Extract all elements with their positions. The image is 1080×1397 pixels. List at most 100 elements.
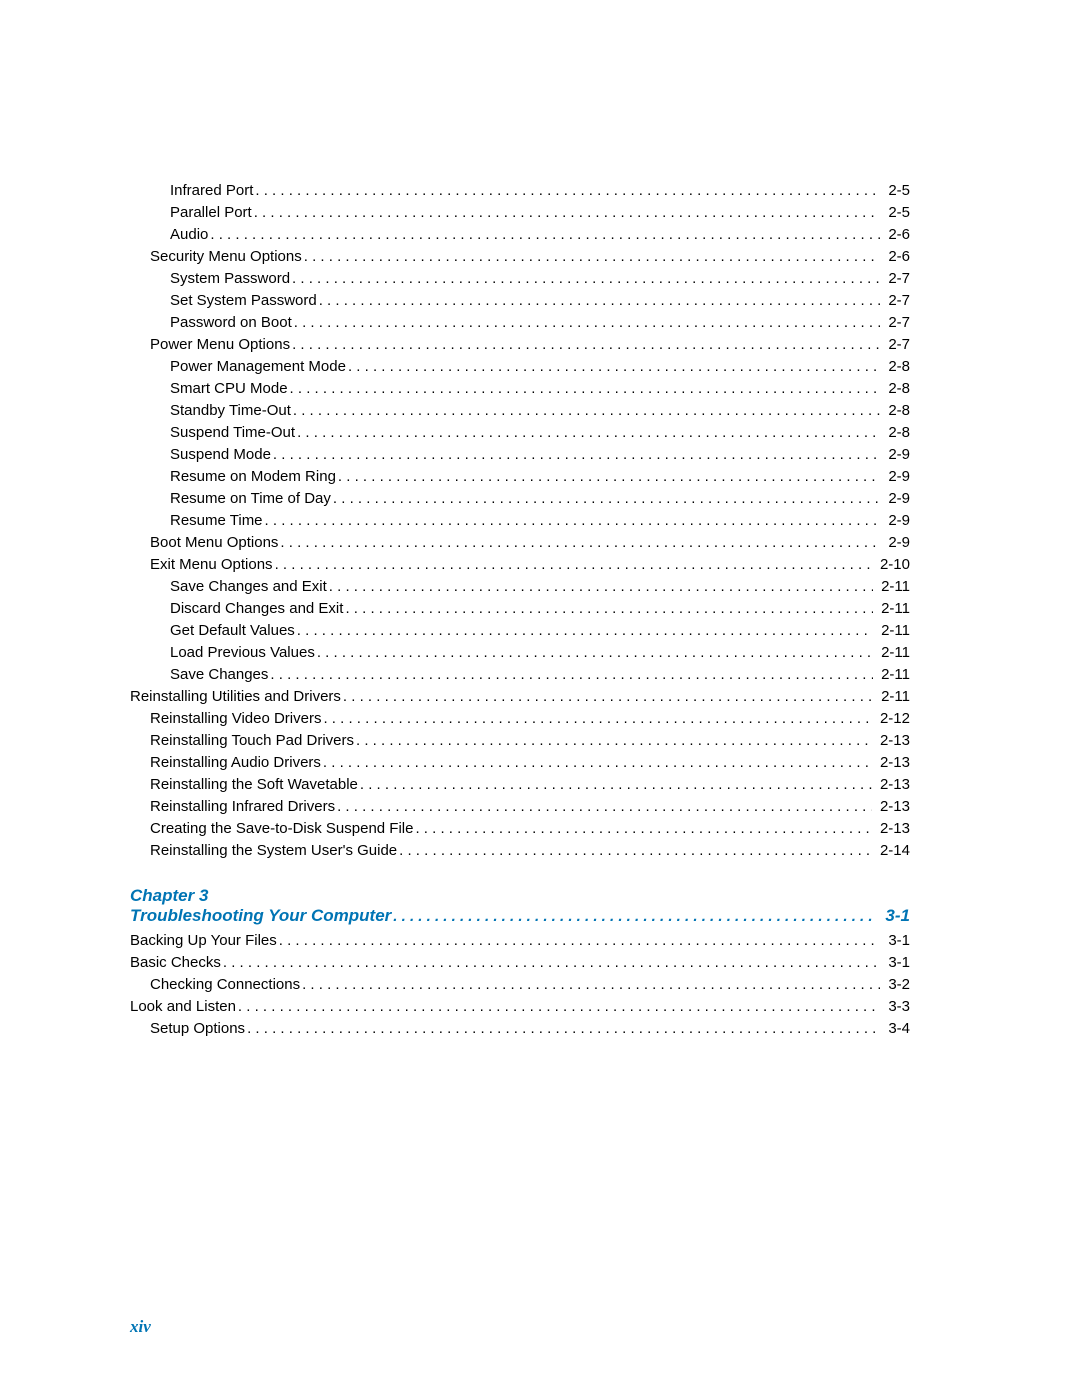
toc-entry-dots [317, 642, 873, 664]
toc-entry-page: 2-9 [882, 532, 910, 554]
toc-entry-dots [399, 840, 872, 862]
toc-entry-page: 2-7 [882, 268, 910, 290]
toc-entry-title: Load Previous Values [170, 642, 315, 664]
toc-entry: Security Menu Options2-6 [130, 246, 910, 268]
toc-entry-title: Resume on Modem Ring [170, 466, 336, 488]
toc-entry-dots [292, 268, 880, 290]
toc-entry-page: 2-13 [874, 752, 910, 774]
toc-entry-page: 2-11 [875, 686, 910, 708]
toc-entry-title: Reinstalling the Soft Wavetable [150, 774, 358, 796]
toc-entry: Reinstalling Utilities and Drivers2-11 [130, 686, 910, 708]
toc-entry-title: Checking Connections [150, 974, 300, 996]
toc-entry: Password on Boot2-7 [130, 312, 910, 334]
toc-entry-page: 2-11 [875, 576, 910, 598]
toc-entry-dots [280, 532, 880, 554]
toc-entry-title: Reinstalling Touch Pad Drivers [150, 730, 354, 752]
toc-entry-page: 2-7 [882, 312, 910, 334]
toc-entry-page: 2-11 [875, 598, 910, 620]
toc-entry-title: Security Menu Options [150, 246, 302, 268]
toc-entry-title: Reinstalling Video Drivers [150, 708, 321, 730]
toc-entry-page: 2-8 [882, 356, 910, 378]
toc-entry: Reinstalling Infrared Drivers2-13 [130, 796, 910, 818]
toc-entry-dots [273, 444, 880, 466]
toc-entry-dots [254, 202, 881, 224]
toc-entry: Setup Options 3-4 [130, 1018, 910, 1040]
toc-entry-page: 3-3 [882, 996, 910, 1018]
toc-entry-page: 2-10 [874, 554, 910, 576]
toc-entry-dots [293, 400, 880, 422]
toc-entry-page: 3-4 [882, 1018, 910, 1040]
toc-entry-title: Look and Listen [130, 996, 236, 1018]
toc-entry-title: Suspend Mode [170, 444, 271, 466]
toc-entry: Standby Time-Out 2-8 [130, 400, 910, 422]
toc-entry: Discard Changes and Exit 2-11 [130, 598, 910, 620]
toc-entry-title: Standby Time-Out [170, 400, 291, 422]
toc-entry-dots [238, 996, 880, 1018]
toc-entry: Resume on Modem Ring2-9 [130, 466, 910, 488]
toc-entry-dots [279, 930, 881, 952]
chapter-label: Chapter 3 [130, 886, 910, 906]
page-number: xiv [130, 1317, 151, 1337]
toc-entry-dots [247, 1018, 880, 1040]
toc-entry-dots [297, 620, 873, 642]
toc-entry: Set System Password2-7 [130, 290, 910, 312]
toc-entry-dots [337, 796, 872, 818]
toc-entry-title: Get Default Values [170, 620, 295, 642]
toc-entry: Creating the Save-to-Disk Suspend File2-… [130, 818, 910, 840]
toc-section-top: Infrared Port2-5Parallel Port2-5Audio2-6… [130, 180, 910, 862]
toc-entry-title: Resume on Time of Day [170, 488, 331, 510]
toc-entry-page: 2-8 [882, 400, 910, 422]
toc-entry-page: 2-8 [882, 422, 910, 444]
toc-entry-dots [338, 466, 880, 488]
toc-entry-page: 2-11 [875, 620, 910, 642]
toc-entry-dots [329, 576, 873, 598]
toc-entry-page: 2-13 [874, 796, 910, 818]
chapter-title-line: Troubleshooting Your Computer 3-1 [130, 906, 910, 926]
toc-entry: Audio 2-6 [130, 224, 910, 246]
toc-entry-page: 2-9 [882, 444, 910, 466]
toc-entry: Smart CPU Mode2-8 [130, 378, 910, 400]
toc-entry-page: 2-11 [875, 664, 910, 686]
toc-entry-title: Reinstalling Audio Drivers [150, 752, 321, 774]
toc-entry-dots [356, 730, 872, 752]
toc-entry-dots [333, 488, 880, 510]
toc-entry-title: Smart CPU Mode [170, 378, 288, 400]
toc-entry-title: Audio [170, 224, 208, 246]
toc-entry-title: Creating the Save-to-Disk Suspend File [150, 818, 413, 840]
toc-entry: Parallel Port2-5 [130, 202, 910, 224]
chapter-title: Troubleshooting Your Computer [130, 906, 391, 926]
toc-entry: Resume on Time of Day 2-9 [130, 488, 910, 510]
toc-entry-page: 2-5 [882, 180, 910, 202]
toc-entry-dots [343, 686, 873, 708]
toc-entry: Basic Checks3-1 [130, 952, 910, 974]
toc-entry-dots [304, 246, 881, 268]
toc-entry-page: 2-6 [882, 224, 910, 246]
toc-entry-title: Power Management Mode [170, 356, 346, 378]
toc-entry: Reinstalling the System User's Guide 2-14 [130, 840, 910, 862]
toc-entry-page: 3-1 [882, 952, 910, 974]
toc-entry-title: Setup Options [150, 1018, 245, 1040]
toc-entry-dots [210, 224, 880, 246]
toc-entry: Suspend Mode 2-9 [130, 444, 910, 466]
toc-entry-dots [275, 554, 872, 576]
toc-entry-dots [297, 422, 880, 444]
toc-entry-page: 2-7 [882, 290, 910, 312]
toc-entry-dots [290, 378, 881, 400]
toc-entry-title: Reinstalling the System User's Guide [150, 840, 397, 862]
toc-entry: Boot Menu Options2-9 [130, 532, 910, 554]
toc-entry: Reinstalling Audio Drivers 2-13 [130, 752, 910, 774]
toc-entry-page: 2-14 [874, 840, 910, 862]
toc-entry-dots [348, 356, 880, 378]
toc-entry-page: 2-9 [882, 488, 910, 510]
toc-entry-page: 3-1 [882, 930, 910, 952]
toc-entry-dots [345, 598, 873, 620]
toc-entry-title: Discard Changes and Exit [170, 598, 343, 620]
toc-entry: Load Previous Values2-11 [130, 642, 910, 664]
toc-entry-dots [319, 290, 881, 312]
toc-entry: Reinstalling Touch Pad Drivers2-13 [130, 730, 910, 752]
toc-entry-dots [360, 774, 872, 796]
toc-entry-dots [223, 952, 880, 974]
toc-entry: Save Changes and Exit2-11 [130, 576, 910, 598]
toc-entry: Reinstalling the Soft Wavetable2-13 [130, 774, 910, 796]
toc-entry: Backing Up Your Files3-1 [130, 930, 910, 952]
